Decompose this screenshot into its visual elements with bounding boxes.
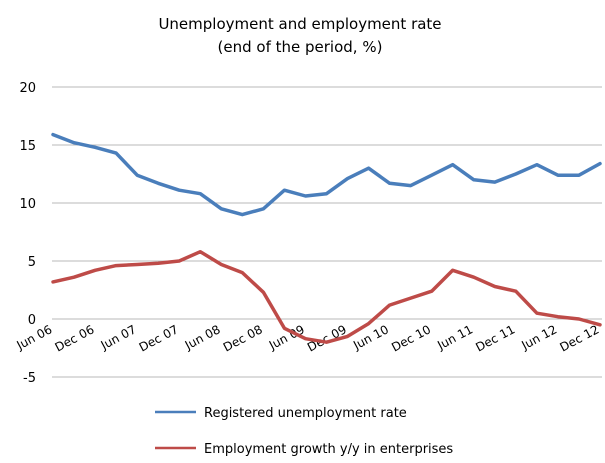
x-tick-label: Jun 10: [350, 322, 391, 353]
x-tick-label: Jun 12: [518, 322, 559, 353]
x-tick-label: Dec 07: [137, 322, 181, 354]
series-lines: [51, 132, 602, 344]
y-tick-label: 15: [19, 139, 36, 154]
y-tick-label: 5: [28, 255, 36, 270]
x-tick-label: Dec 06: [53, 322, 97, 354]
x-tick-label: Jun 07: [98, 322, 139, 353]
y-tick-label: 0: [28, 313, 36, 328]
gridlines: [52, 86, 602, 378]
y-tick-label: -5: [23, 371, 36, 386]
x-tick-label: Dec 11: [473, 322, 517, 354]
legend-label: Employment growth y/y in enterprises: [204, 442, 453, 457]
x-tick-label: Jun 11: [434, 322, 475, 353]
legend-label: Registered unemployment rate: [204, 406, 407, 421]
series-line-1: [51, 132, 602, 217]
x-tick-label: Dec 10: [389, 322, 433, 354]
chart-title: Unemployment and employment rate: [158, 15, 441, 33]
legend: Registered unemployment rate Employment g…: [155, 406, 453, 457]
series-line-2: [51, 249, 602, 344]
y-tick-label: 10: [19, 197, 36, 212]
y-tick-label: 20: [19, 81, 36, 96]
x-tick-label: Dec 12: [557, 322, 601, 354]
chart-subtitle: (end of the period, %): [218, 38, 383, 56]
x-tick-label: Jun 08: [182, 322, 223, 353]
y-axis-ticks: -5 0 5 10 15 20: [19, 81, 36, 386]
x-tick-label: Dec 08: [221, 322, 265, 354]
